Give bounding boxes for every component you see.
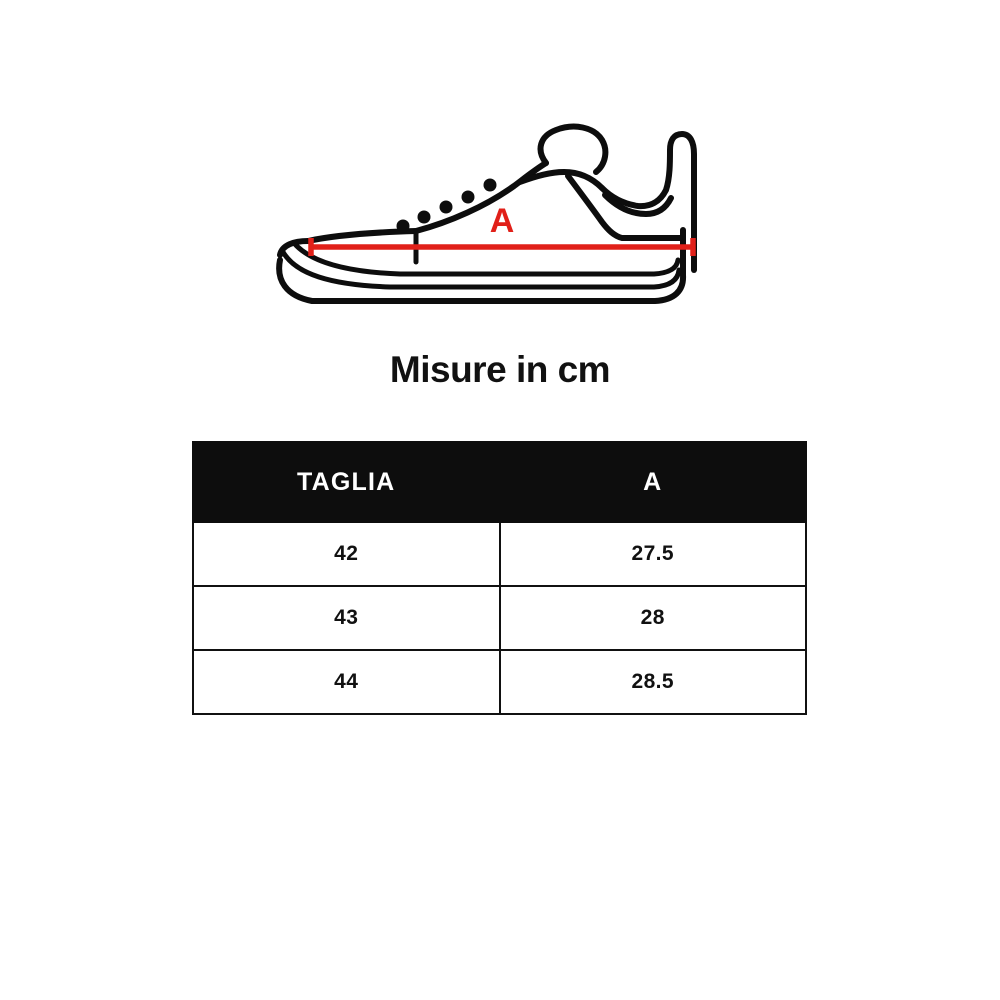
eyelet-icon bbox=[483, 178, 497, 192]
size-table-container: TAGLIA A 42 27.5 43 28 44 28.5 bbox=[192, 441, 807, 715]
table-header-row: TAGLIA A bbox=[192, 441, 807, 523]
eyelet-icon bbox=[439, 200, 453, 214]
eyelet-icon bbox=[461, 190, 475, 204]
table-row: 43 28 bbox=[192, 585, 807, 651]
eyelet-icon bbox=[417, 210, 431, 224]
collar-heel-path bbox=[599, 131, 697, 233]
toe-tip-path bbox=[277, 238, 311, 258]
quarter-panel-seam bbox=[565, 173, 683, 241]
page-title: Misure in cm bbox=[389, 349, 611, 390]
midsole-stripe-lower bbox=[280, 249, 682, 290]
table-row: 42 27.5 bbox=[192, 521, 807, 587]
cell-measure-a: 27.5 bbox=[498, 521, 807, 587]
column-header-taglia: TAGLIA bbox=[192, 441, 501, 523]
midsole-stripe-upper bbox=[291, 240, 681, 277]
lace-panel-edge bbox=[413, 160, 549, 234]
throat-line bbox=[517, 169, 605, 191]
outsole-path bbox=[276, 227, 687, 304]
table-row: 44 28.5 bbox=[192, 649, 807, 715]
measurement-label-a: A bbox=[490, 202, 515, 240]
cell-size: 42 bbox=[192, 521, 501, 587]
cell-size: 44 bbox=[192, 649, 501, 715]
cell-measure-a: 28 bbox=[498, 585, 807, 651]
collar-inner-curve bbox=[602, 192, 674, 217]
tongue-path bbox=[537, 123, 609, 175]
table-header: TAGLIA A bbox=[192, 441, 807, 523]
size-table: TAGLIA A 42 27.5 43 28 44 28.5 bbox=[192, 441, 807, 715]
column-header-a: A bbox=[498, 441, 807, 523]
shoe-illustration: A bbox=[250, 110, 750, 325]
toe-top-path bbox=[305, 228, 419, 244]
table-body: 42 27.5 43 28 44 28.5 bbox=[192, 521, 807, 715]
cell-measure-a: 28.5 bbox=[498, 649, 807, 715]
cell-size: 43 bbox=[192, 585, 501, 651]
eyelet-icon bbox=[396, 219, 410, 233]
